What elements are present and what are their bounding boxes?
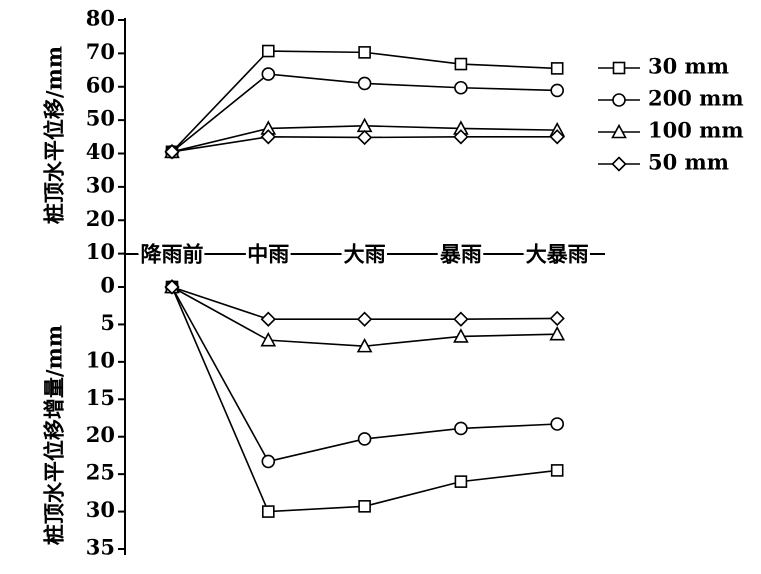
legend-label: 30 mm	[648, 54, 729, 79]
data-point	[454, 57, 468, 71]
data-point	[453, 328, 469, 343]
x-tick-label: 大雨	[344, 242, 386, 267]
y-tick-label: 60	[86, 72, 115, 97]
y-tick-label: 25	[86, 460, 115, 485]
y-tick-label: 10	[86, 347, 115, 372]
data-point	[358, 46, 371, 59]
data-point	[357, 76, 372, 91]
x-tick-label: 暴雨	[440, 242, 482, 267]
data-point	[453, 311, 469, 327]
legend-marker	[611, 123, 627, 139]
data-point	[260, 129, 276, 145]
data-point	[261, 67, 276, 81]
y-tick-label: 50	[86, 106, 115, 131]
data-point	[356, 311, 373, 327]
data-point	[549, 129, 565, 145]
data-point	[550, 417, 565, 431]
y-tick-label: 0	[100, 273, 115, 298]
y-tick-label: 40	[86, 139, 115, 164]
y-tick-label: 30	[86, 497, 115, 522]
data-point	[358, 500, 371, 513]
y-tick-label: 30	[86, 172, 115, 197]
data-point	[356, 129, 373, 146]
data-point	[454, 421, 468, 436]
legend-marker	[611, 156, 627, 172]
legend-label: 50 mm	[648, 150, 729, 175]
legend-marker	[612, 93, 626, 107]
y-tick-label: 5	[100, 310, 115, 335]
x-tick-label: 大暴雨	[526, 242, 589, 267]
x-tick-label: 中雨	[247, 242, 289, 267]
data-point	[261, 505, 275, 518]
data-point	[453, 129, 469, 145]
data-point	[549, 310, 565, 327]
data-point	[454, 475, 468, 488]
y-tick-label: 20	[86, 422, 115, 447]
data-point	[356, 337, 373, 353]
y-tick-label: 35	[86, 535, 115, 560]
y-tick-label: 10	[86, 239, 115, 264]
y-axis-title: 桩顶水平位移/mm	[42, 46, 67, 224]
data-point	[164, 279, 180, 295]
data-point	[357, 432, 372, 446]
legend-label: 200 mm	[648, 86, 744, 111]
data-point	[261, 454, 276, 469]
data-point	[164, 144, 180, 160]
legend-marker	[612, 61, 626, 75]
data-point	[549, 325, 566, 341]
data-point	[261, 44, 275, 58]
y-tick-label: 15	[86, 385, 115, 410]
y-tick-label: 70	[86, 39, 115, 64]
data-point	[260, 311, 276, 327]
x-tick-label: 降雨前	[141, 242, 204, 267]
legend-label: 100 mm	[648, 118, 744, 143]
data-point	[454, 80, 468, 95]
data-point	[260, 331, 277, 347]
data-point	[550, 83, 565, 98]
y-tick-label: 20	[86, 206, 115, 231]
y-axis-title: 桩顶水平位移增量/mm	[42, 325, 67, 545]
y-tick-label: 80	[86, 6, 115, 31]
data-point	[550, 464, 564, 477]
data-point	[550, 62, 564, 75]
